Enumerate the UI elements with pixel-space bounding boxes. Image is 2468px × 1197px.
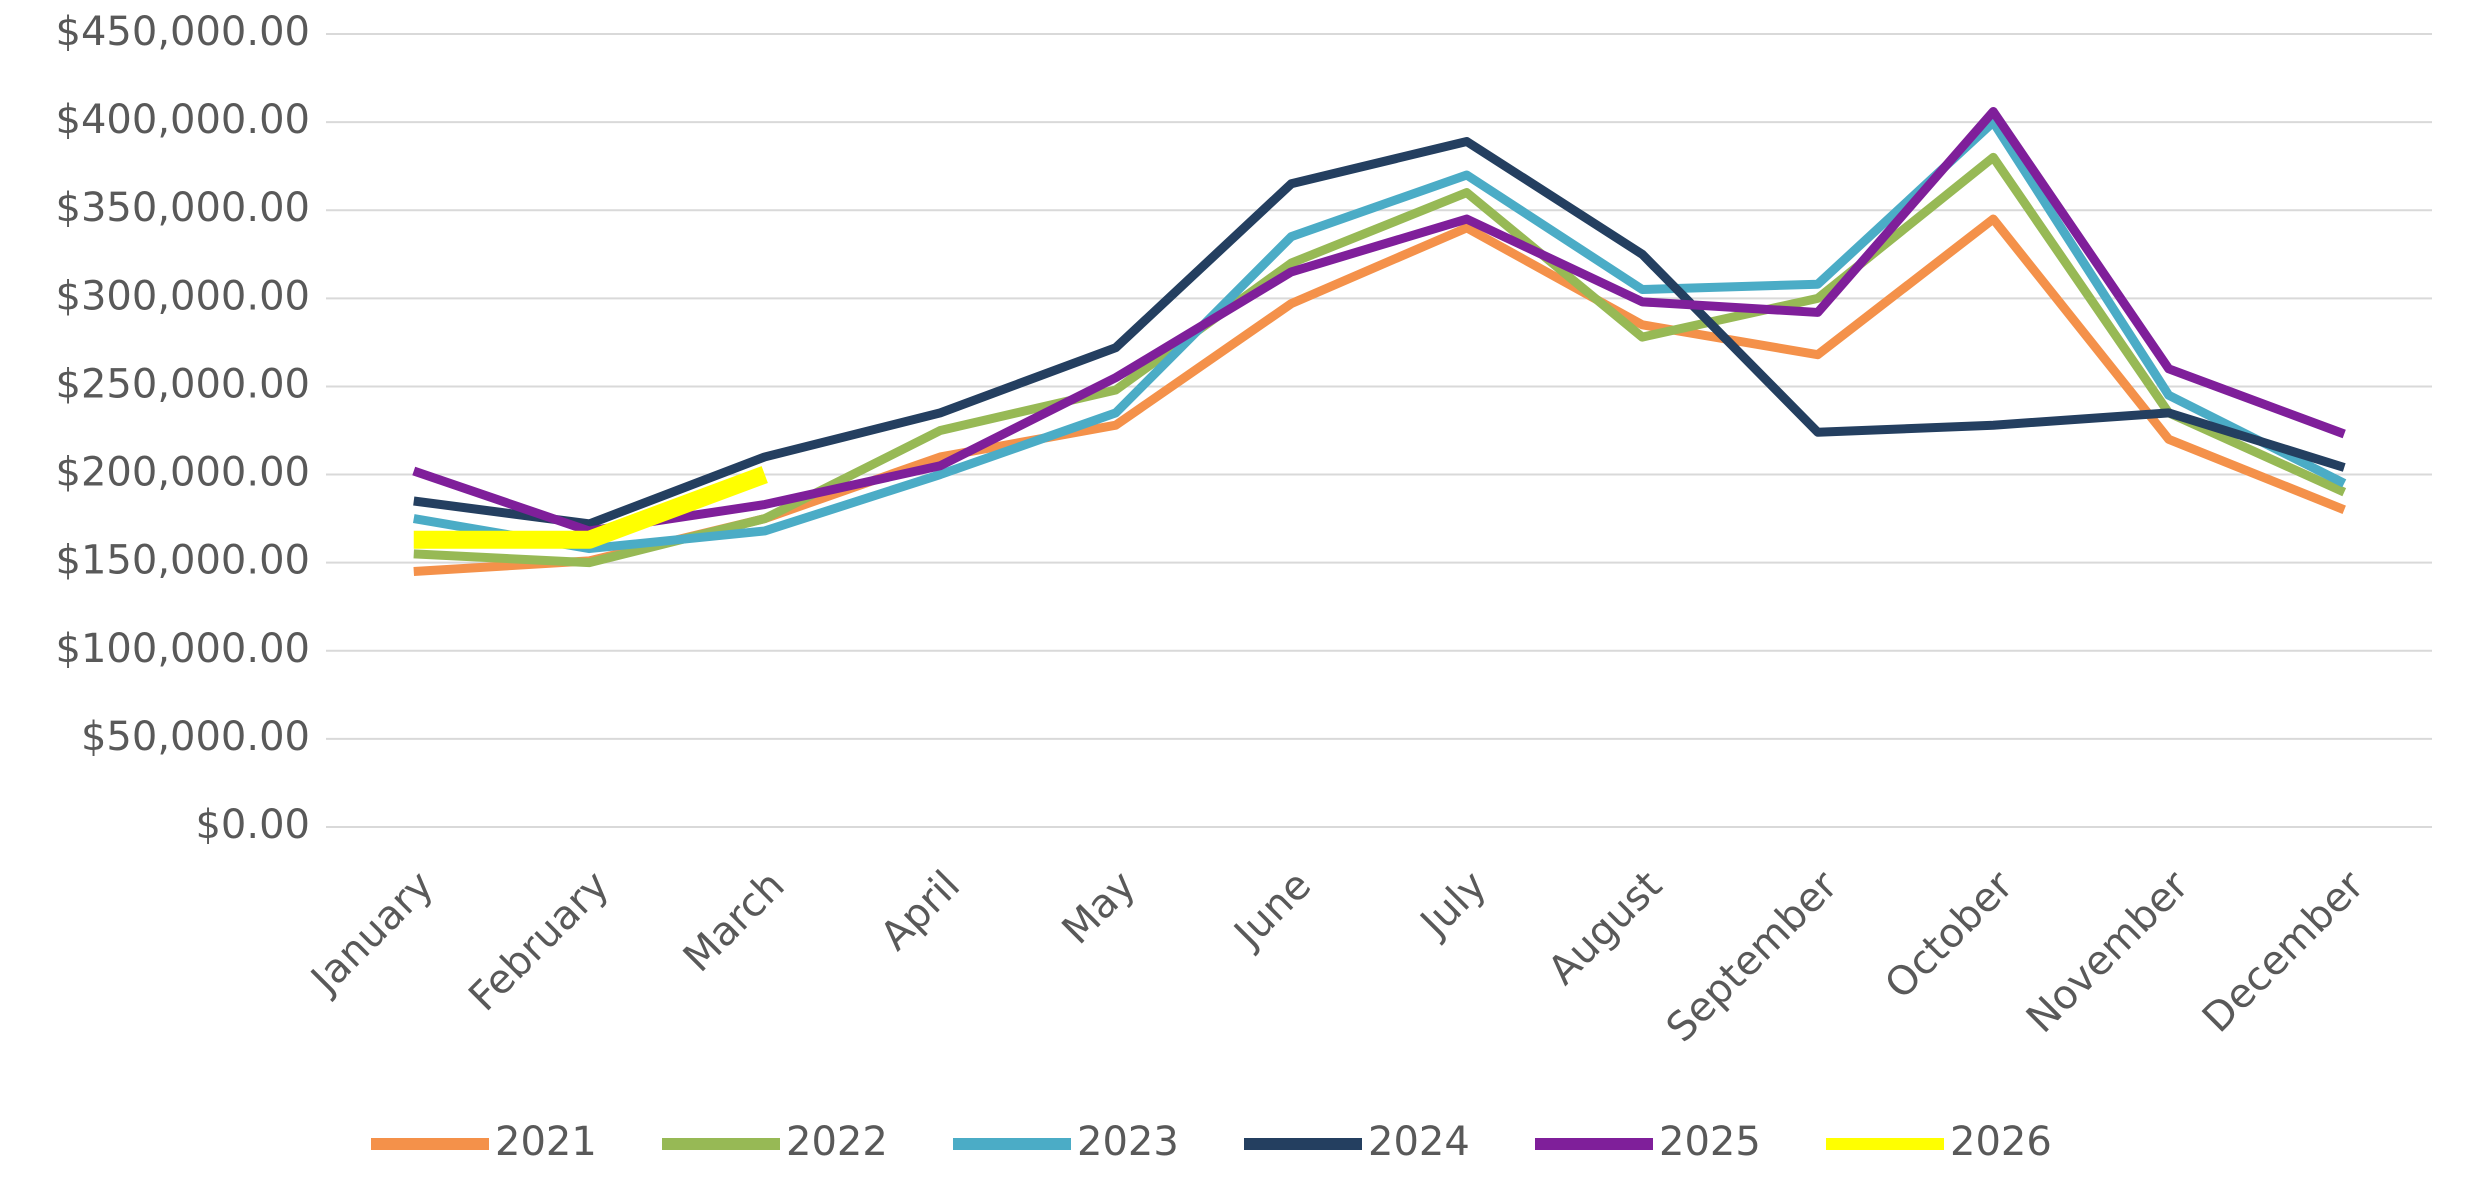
x-tick-label: June (1224, 862, 1320, 958)
x-tick-label: March (675, 862, 794, 981)
x-tick-label: August (1540, 862, 1672, 994)
x-tick-label: February (460, 862, 618, 1020)
legend-label: 2022 (786, 1119, 888, 1165)
x-tick-label: September (1658, 862, 1847, 1051)
y-tick-label: $100,000.00 (56, 626, 310, 672)
y-tick-label: $0.00 (195, 802, 310, 848)
y-tick-label: $150,000.00 (56, 538, 310, 584)
x-tick-label: November (2018, 862, 2198, 1042)
x-tick-label: April (872, 862, 969, 959)
y-tick-label: $200,000.00 (56, 450, 310, 496)
legend-label: 2025 (1659, 1119, 1761, 1165)
y-tick-label: $50,000.00 (81, 714, 310, 760)
x-tick-label: January (301, 862, 443, 1004)
x-tick-label: May (1054, 862, 1145, 953)
series-line (413, 152, 2347, 568)
y-tick-label: $250,000.00 (56, 361, 310, 407)
x-tick-label: December (2194, 862, 2374, 1042)
legend-label: 2023 (1077, 1119, 1179, 1165)
series-line (413, 466, 768, 549)
series-line (413, 136, 2346, 529)
series-line (413, 214, 2346, 576)
series-line (412, 107, 2346, 536)
x-tick-label: July (1410, 862, 1496, 948)
y-tick-label: $450,000.00 (56, 9, 310, 55)
y-tick-label: $300,000.00 (56, 273, 310, 319)
y-tick-label: $350,000.00 (56, 185, 310, 231)
legend-label: 2026 (1950, 1119, 2052, 1165)
legend-label: 2024 (1368, 1119, 1470, 1165)
legend-label: 2021 (495, 1119, 597, 1165)
x-tick-label: October (1876, 862, 2022, 1008)
series-line (412, 117, 2347, 554)
y-tick-label: $400,000.00 (56, 97, 310, 143)
